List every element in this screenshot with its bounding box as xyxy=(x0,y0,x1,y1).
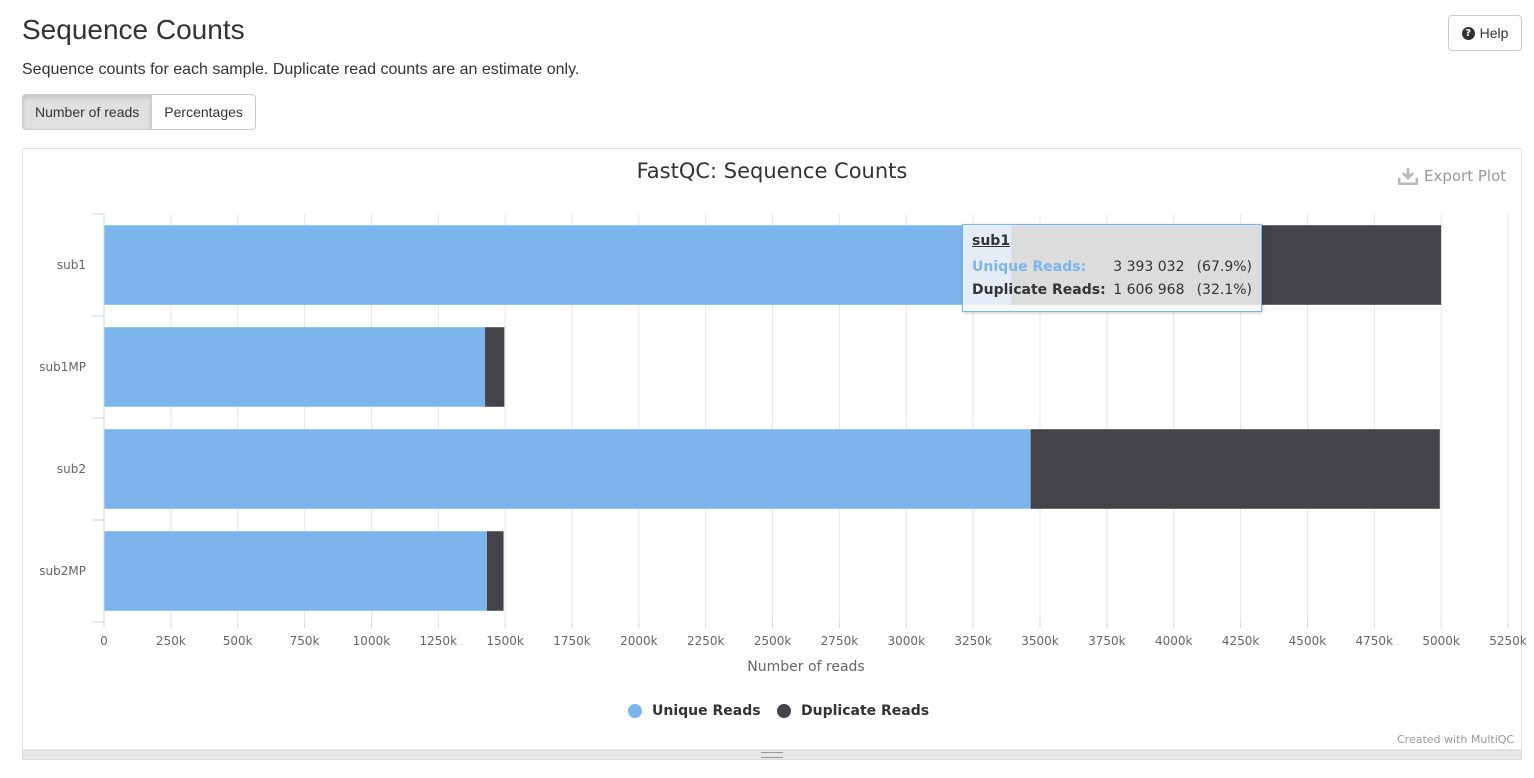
legend-dot-unique xyxy=(628,704,642,718)
x-tick-label: 250k xyxy=(156,634,186,648)
x-tick-label: 3750k xyxy=(1088,634,1126,648)
x-tick-label: 1000k xyxy=(353,634,391,648)
bar-tooltip: sub1 Unique Reads: 3 393 032 (67.9%) Dup… xyxy=(962,224,1262,312)
resize-grip-icon xyxy=(761,752,783,758)
y-category-label: sub2 xyxy=(57,462,86,476)
created-with-credit: Created with MultiQC xyxy=(1397,733,1515,746)
legend-label-unique: Unique Reads xyxy=(652,703,761,719)
tooltip-unique-value: 3 393 032 xyxy=(1113,258,1185,275)
bar-duplicate-reads xyxy=(485,327,505,407)
x-tick-label: 500k xyxy=(223,634,253,648)
x-tick-label: 1250k xyxy=(420,634,458,648)
y-category-label: sub1 xyxy=(57,258,86,272)
export-plot-button[interactable]: Export Plot xyxy=(1398,165,1506,187)
help-button-label: Help xyxy=(1479,25,1509,41)
bar-unique-reads xyxy=(104,327,486,407)
tooltip-dup-value: 1 606 968 xyxy=(1113,281,1185,298)
x-tick-label: 0 xyxy=(100,634,108,648)
tooltip-sample: sub1 xyxy=(972,233,1011,249)
bar-unique-reads xyxy=(104,225,1012,305)
help-button[interactable]: ? Help xyxy=(1448,15,1522,51)
bar-unique-reads xyxy=(104,531,487,611)
legend-item-duplicate-reads[interactable]: Duplicate Reads xyxy=(777,703,929,719)
export-plot-label: Export Plot xyxy=(1424,167,1507,185)
number-of-reads-button[interactable]: Number of reads xyxy=(22,94,152,130)
x-tick-label: 2500k xyxy=(754,634,792,648)
legend-item-unique-reads[interactable]: Unique Reads xyxy=(628,703,761,719)
x-tick-label: 4500k xyxy=(1289,634,1327,648)
tooltip-unique-pct: (67.9%) xyxy=(1196,258,1252,275)
x-tick-label: 1750k xyxy=(553,634,591,648)
x-tick-label: 2000k xyxy=(620,634,658,648)
x-tick-label: 3000k xyxy=(888,634,926,648)
page-title: Sequence Counts xyxy=(22,14,245,45)
bar-duplicate-reads xyxy=(1030,429,1440,509)
plot-resize-handle[interactable] xyxy=(22,750,1522,760)
x-tick-label: 5250k xyxy=(1489,634,1527,648)
x-tick-label: 4750k xyxy=(1356,634,1394,648)
x-axis-title: Number of reads xyxy=(747,659,864,675)
tooltip-dup-pct: (32.1%) xyxy=(1196,281,1252,298)
tooltip-unique-label: Unique Reads: xyxy=(972,258,1087,275)
bars xyxy=(104,225,1442,611)
tooltip-unique-row: Unique Reads: 3 393 032 (67.9%) xyxy=(972,255,1252,278)
x-tick-label: 5000k xyxy=(1422,634,1460,648)
download-icon xyxy=(1398,168,1418,185)
y-category-label: sub1MP xyxy=(39,360,86,374)
x-tick-label: 2750k xyxy=(821,634,859,648)
page-description: Sequence counts for each sample. Duplica… xyxy=(22,61,580,78)
plot-mode-toggle: Number of reads Percentages xyxy=(22,94,256,130)
percentages-button[interactable]: Percentages xyxy=(151,94,256,130)
x-tick-label: 1500k xyxy=(486,634,524,648)
x-tick-label: 750k xyxy=(290,634,320,648)
axes: 0 250k 500k 750k 1000k 1250k 1500k 1750k 2000k 22… xyxy=(39,213,1527,648)
x-tick-label: 3250k xyxy=(954,634,992,648)
tooltip-dup-label: Duplicate Reads: xyxy=(972,281,1106,298)
x-tick-label: 4000k xyxy=(1155,634,1193,648)
bar-unique-reads xyxy=(104,429,1031,509)
y-category-label: sub2MP xyxy=(39,564,86,578)
legend-dot-duplicate xyxy=(777,704,791,718)
question-circle-icon: ? xyxy=(1461,26,1475,40)
x-tick-label: 2250k xyxy=(687,634,725,648)
legend-label-duplicate: Duplicate Reads xyxy=(801,703,930,719)
tooltip-dup-row: Duplicate Reads: 1 606 968 (32.1%) xyxy=(972,278,1252,301)
chart-title: FastQC: Sequence Counts xyxy=(637,159,908,183)
x-tick-label: 3500k xyxy=(1021,634,1059,648)
x-tick-label: 4250k xyxy=(1222,634,1260,648)
bar-duplicate-reads xyxy=(486,531,504,611)
